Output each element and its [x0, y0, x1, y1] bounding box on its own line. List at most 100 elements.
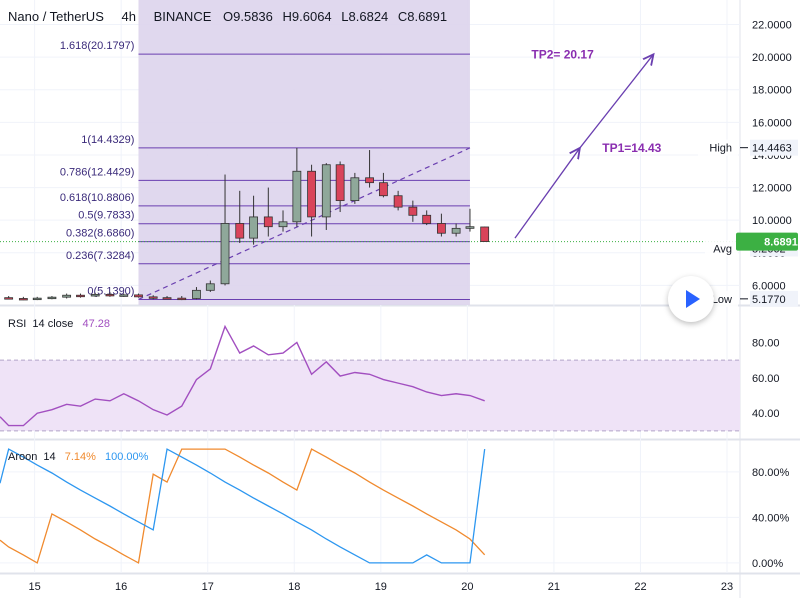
candle-0	[4, 296, 14, 300]
rsi-tick-2: 80.00	[752, 337, 780, 349]
candle-32	[465, 208, 475, 232]
marker-name-bg-1	[705, 240, 738, 257]
candle-body-33	[480, 226, 490, 242]
price-tick-3: 12.0000	[752, 183, 792, 195]
candle-17	[249, 195, 258, 245]
marker-name-bg-0	[698, 139, 738, 156]
candle-15	[220, 174, 230, 286]
time-tick-1: 16	[115, 581, 127, 593]
play-button[interactable]	[668, 276, 714, 322]
price-tick-2: 10.0000	[752, 215, 792, 227]
candle-body-7	[105, 293, 115, 297]
marker-badge-2	[750, 290, 798, 307]
candle-14	[205, 280, 215, 292]
time-tick-0: 15	[28, 581, 40, 593]
aroon-title: Aroon	[8, 451, 38, 463]
aroon-tick-0: 0.00%	[752, 558, 783, 570]
candle-body-2	[32, 297, 42, 301]
fib-label-0: 1.618(20.1797)	[60, 40, 135, 52]
rsi-legend[interactable]: RSI 14 close 47.28	[8, 318, 110, 330]
candle-body-25	[365, 177, 374, 184]
fib-label-2: 0.786(12.4429)	[60, 166, 135, 178]
aroon-down-value: 100.00%	[105, 451, 149, 463]
aroon-legend[interactable]: Aroon 14 7.14% 100.00%	[8, 451, 148, 463]
candle-body-23	[335, 164, 345, 202]
candle-19	[278, 210, 288, 232]
fib-trend-line	[138, 147, 471, 301]
target-arrow-1	[579, 54, 654, 149]
price-tick-7: 20.0000	[752, 52, 792, 64]
candle-body-32	[465, 226, 475, 229]
candle-body-17	[249, 216, 258, 239]
candle-body-27	[393, 195, 403, 208]
fib-label-5: 0.382(8.6860)	[66, 228, 135, 240]
candle-body-30	[437, 223, 446, 234]
fib-label-1: 1(14.4329)	[81, 134, 134, 146]
candle-body-28	[408, 206, 418, 216]
candle-3	[47, 296, 57, 300]
symbol-pair[interactable]: Nano / TetherUS	[8, 9, 104, 24]
price-tick-8: 22.0000	[752, 19, 792, 31]
candle-body-16	[235, 223, 245, 239]
rsi-tick-1: 60.00	[752, 373, 780, 385]
candle-31	[451, 223, 461, 237]
price-tick-0: 6.0000	[752, 280, 786, 292]
candle-body-6	[90, 293, 100, 297]
candle-11	[162, 296, 172, 300]
rsi-line	[0, 324, 485, 427]
candle-4	[62, 293, 72, 299]
candle-21	[307, 164, 316, 237]
fib-label-6: 0.236(7.3284)	[66, 250, 135, 262]
candle-5	[76, 293, 85, 298]
candle-body-19	[278, 221, 288, 228]
open-value: O9.5836	[223, 9, 273, 24]
candle-12	[177, 296, 187, 301]
fib-zone	[138, 0, 470, 305]
time-tick-5: 20	[461, 581, 473, 593]
candle-33	[480, 226, 490, 242]
candle-body-11	[162, 297, 172, 300]
timeframe-label[interactable]: 4h	[121, 9, 136, 24]
time-tick-6: 21	[548, 581, 560, 593]
candle-10	[148, 295, 158, 300]
aroon-tick-2: 80.00%	[752, 467, 790, 479]
target-label-0: TP2= 20.17	[531, 47, 594, 61]
candle-13	[192, 287, 201, 300]
rsi-params: 14 close	[32, 318, 74, 330]
candle-30	[437, 213, 446, 237]
candle-body-18	[263, 216, 273, 228]
rsi-tick-0: 40.00	[752, 408, 780, 420]
candle-body-0	[4, 297, 14, 300]
symbol-header: Nano / TetherUS 4h BINANCE O9.5836 H9.60…	[8, 9, 453, 24]
candle-body-9	[134, 294, 143, 298]
rsi-title: RSI	[8, 318, 27, 330]
candle-23	[335, 161, 345, 213]
candle-8	[119, 293, 129, 297]
candle-9	[134, 293, 143, 298]
target-arrow-0	[514, 148, 580, 239]
marker-name-2: Low	[712, 294, 732, 306]
target-label-1: TP1=14.43	[602, 141, 661, 155]
fib-label-4: 0.5(9.7833)	[78, 210, 134, 222]
aroon-up-value: 7.14%	[64, 451, 96, 463]
candle-body-5	[76, 294, 85, 298]
candle-6	[90, 292, 100, 297]
marker-value-0: 14.4463	[752, 143, 792, 155]
low-value: L8.6824	[341, 9, 389, 24]
candle-16	[235, 190, 245, 244]
candle-18	[263, 187, 273, 237]
fib-label-3: 0.618(10.8806)	[60, 192, 135, 204]
marker-name-1: Avg	[713, 243, 732, 255]
candle-body-20	[292, 170, 302, 223]
candle-body-26	[379, 182, 388, 197]
candle-29	[422, 210, 432, 226]
marker-value-2: 5.1770	[752, 294, 786, 306]
time-tick-3: 18	[288, 581, 300, 593]
aroon-up-line	[0, 448, 486, 564]
candle-body-8	[119, 294, 129, 297]
candle-1	[18, 296, 28, 301]
candle-body-22	[321, 164, 331, 218]
candle-26	[379, 172, 388, 198]
candle-25	[365, 150, 374, 188]
